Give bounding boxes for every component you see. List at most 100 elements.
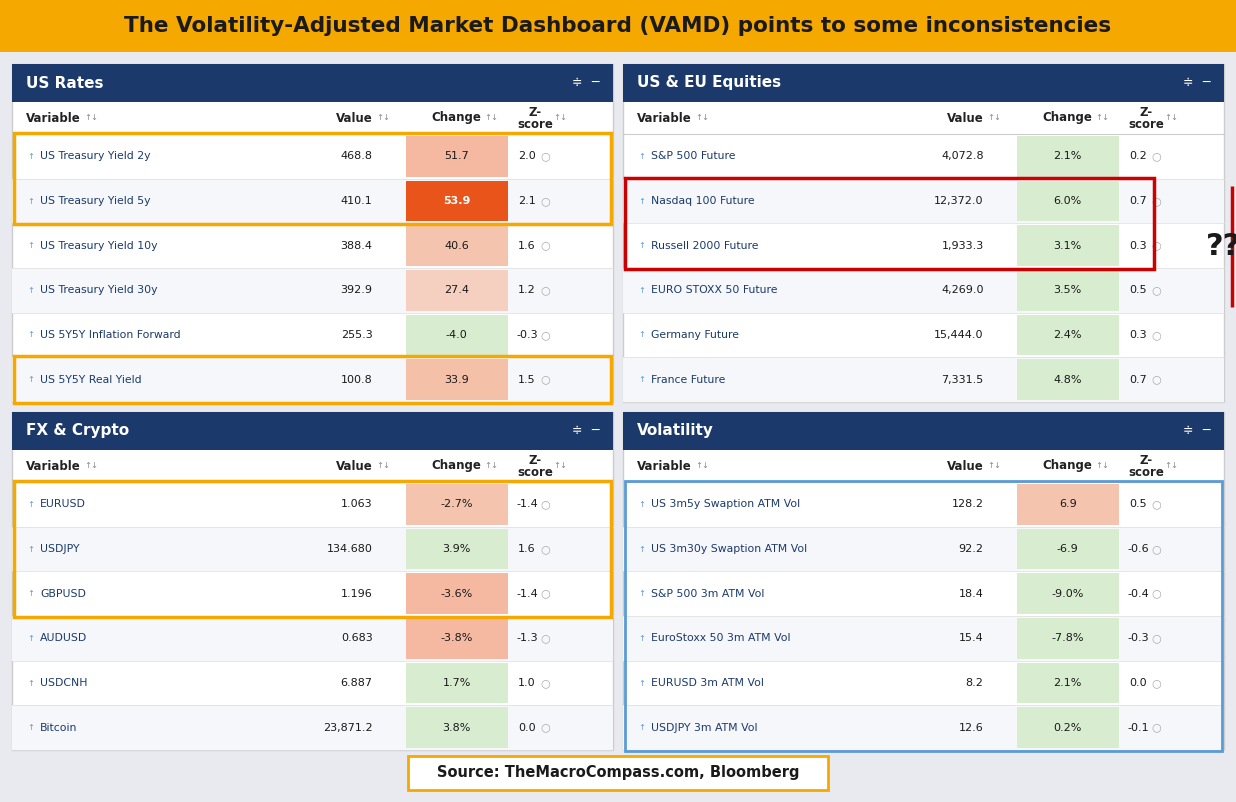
Text: Value: Value: [336, 460, 372, 472]
Text: ↑↓: ↑↓: [695, 460, 709, 469]
Text: Z-: Z-: [528, 106, 541, 119]
Text: 4,072.8: 4,072.8: [941, 152, 984, 161]
Text: EURO STOXX 50 Future: EURO STOXX 50 Future: [651, 286, 777, 295]
Bar: [405, 707, 508, 748]
Text: ↑: ↑: [638, 634, 645, 643]
Bar: [1017, 484, 1119, 525]
Text: 6.887: 6.887: [341, 678, 372, 688]
Text: ○: ○: [540, 152, 550, 161]
Text: EURUSD: EURUSD: [40, 500, 85, 509]
Text: S&P 500 Future: S&P 500 Future: [651, 152, 735, 161]
Text: USDCNH: USDCNH: [40, 678, 88, 688]
Text: US Treasury Yield 10y: US Treasury Yield 10y: [40, 241, 157, 251]
Text: ≑  −: ≑ −: [572, 76, 601, 90]
Bar: [623, 412, 1224, 450]
Text: ↑↓: ↑↓: [1096, 460, 1110, 469]
Text: 100.8: 100.8: [341, 375, 372, 385]
Text: Change: Change: [431, 111, 482, 124]
Text: ↑: ↑: [27, 589, 35, 598]
Text: ○: ○: [1151, 500, 1161, 509]
Text: -3.8%: -3.8%: [440, 634, 473, 643]
Text: Z-: Z-: [1140, 106, 1152, 119]
Text: -4.0: -4.0: [446, 330, 467, 340]
Bar: [623, 358, 1224, 402]
Text: ↑↓: ↑↓: [1096, 112, 1110, 121]
Text: ↑: ↑: [638, 286, 645, 295]
Text: ↑: ↑: [27, 152, 35, 161]
Text: ○: ○: [540, 589, 550, 598]
Text: ↑: ↑: [638, 330, 645, 339]
Bar: [1017, 707, 1119, 748]
Text: ○: ○: [1151, 286, 1161, 295]
Bar: [405, 270, 508, 310]
Text: 410.1: 410.1: [341, 196, 372, 206]
Text: ○: ○: [540, 241, 550, 251]
Text: Russell 2000 Future: Russell 2000 Future: [651, 241, 759, 251]
Text: 255.3: 255.3: [341, 330, 372, 340]
Text: 0.2: 0.2: [1128, 152, 1147, 161]
Text: ↑↓: ↑↓: [988, 112, 1001, 121]
Text: ↑↓: ↑↓: [988, 460, 1001, 469]
Text: ↑: ↑: [27, 286, 35, 295]
Text: 3.8%: 3.8%: [442, 723, 471, 733]
Text: 3.5%: 3.5%: [1053, 286, 1082, 295]
Text: 1.063: 1.063: [341, 500, 372, 509]
Text: -0.1: -0.1: [1127, 723, 1148, 733]
Text: ↑: ↑: [27, 500, 35, 508]
Text: EURUSD 3m ATM Vol: EURUSD 3m ATM Vol: [651, 678, 764, 688]
Text: USDJPY 3m ATM Vol: USDJPY 3m ATM Vol: [651, 723, 758, 733]
Bar: [623, 268, 1224, 313]
Text: ↑↓: ↑↓: [485, 112, 499, 121]
Bar: [12, 412, 613, 450]
Text: 15,444.0: 15,444.0: [934, 330, 984, 340]
Bar: [1017, 529, 1119, 569]
Text: ≑  −: ≑ −: [1183, 424, 1213, 438]
Text: ↑↓: ↑↓: [377, 460, 391, 469]
Bar: [12, 705, 613, 750]
Text: -1.4: -1.4: [515, 500, 538, 509]
Text: ○: ○: [1151, 152, 1161, 161]
Text: -2.7%: -2.7%: [440, 500, 473, 509]
Text: ↑↓: ↑↓: [695, 112, 709, 121]
Text: 53.9: 53.9: [442, 196, 471, 206]
Text: Change: Change: [1043, 460, 1093, 472]
Text: ↑: ↑: [27, 196, 35, 205]
Text: -0.3: -0.3: [1127, 634, 1148, 643]
Text: 1.7%: 1.7%: [442, 678, 471, 688]
Text: ○: ○: [540, 375, 550, 385]
Text: score: score: [517, 465, 552, 479]
Text: ↑: ↑: [638, 241, 645, 250]
Text: US & EU Equities: US & EU Equities: [637, 75, 781, 91]
Text: ↑↓: ↑↓: [552, 460, 567, 469]
Text: 33.9: 33.9: [445, 375, 470, 385]
Text: -0.6: -0.6: [1127, 544, 1148, 554]
Text: ↑: ↑: [638, 500, 645, 508]
Text: ○: ○: [1151, 634, 1161, 643]
Text: 134.680: 134.680: [326, 544, 372, 554]
Text: -6.9: -6.9: [1057, 544, 1079, 554]
Text: AUDUSD: AUDUSD: [40, 634, 88, 643]
Bar: [1017, 359, 1119, 400]
Text: 2.1%: 2.1%: [1053, 678, 1082, 688]
Text: S&P 500 3m ATM Vol: S&P 500 3m ATM Vol: [651, 589, 764, 598]
Bar: [625, 178, 1154, 269]
Text: 27.4: 27.4: [444, 286, 470, 295]
Text: 6.9: 6.9: [1059, 500, 1077, 509]
Text: ↑: ↑: [638, 545, 645, 553]
Bar: [1017, 618, 1119, 658]
Text: Variable: Variable: [26, 111, 80, 124]
Text: ≑  −: ≑ −: [1183, 76, 1213, 90]
Text: 2.0: 2.0: [518, 152, 535, 161]
Text: ○: ○: [540, 723, 550, 733]
Text: ○: ○: [1151, 241, 1161, 251]
Bar: [1017, 314, 1119, 355]
Text: ↑: ↑: [27, 678, 35, 687]
Bar: [1017, 180, 1119, 221]
Text: ↑: ↑: [638, 589, 645, 598]
Bar: [1017, 573, 1119, 614]
Text: score: score: [1128, 118, 1164, 131]
Text: ○: ○: [1151, 375, 1161, 385]
Bar: [14, 481, 611, 617]
Bar: [623, 179, 1224, 223]
Text: ↑: ↑: [27, 634, 35, 643]
